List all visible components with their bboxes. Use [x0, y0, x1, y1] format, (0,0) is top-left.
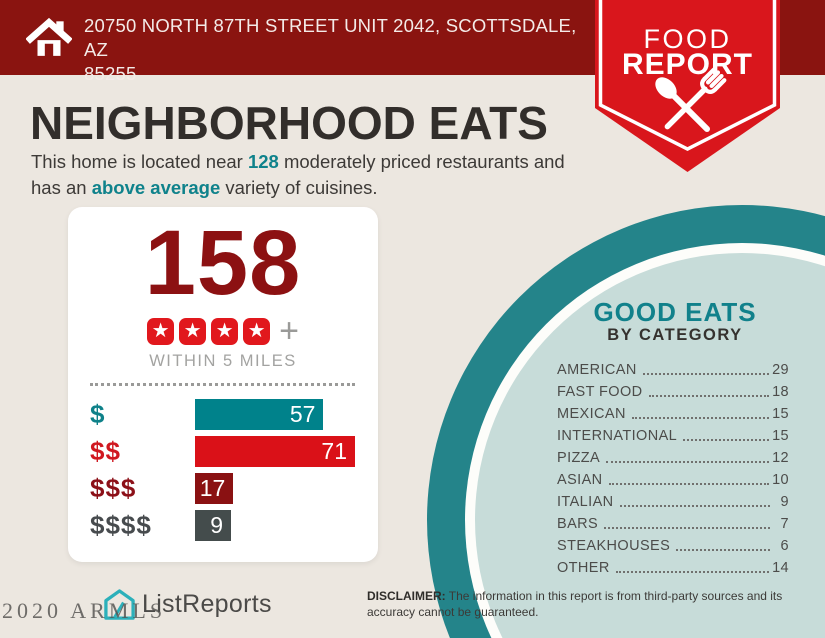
category-list: AMERICAN 29 FAST FOOD 18 MEXICAN 15 INTERNATIO… [557, 356, 789, 576]
price-bar-row: $$ 71 [90, 436, 378, 467]
category-row: BARS 7 [557, 510, 789, 532]
category-value: 10 [772, 472, 789, 488]
category-value: 14 [772, 560, 789, 576]
category-label: AMERICAN [557, 362, 637, 378]
category-label: STEAKHOUSES [557, 538, 671, 554]
price-level-label: $$$$ [90, 510, 152, 540]
fork-spoon-icon [655, 67, 727, 132]
property-address: 20750 NORTH 87TH STREET UNIT 2042, SCOTT… [84, 14, 584, 86]
radius-label: WITHIN 5 MILES [149, 352, 297, 370]
page-title: NEIGHBORHOOD EATS [30, 97, 548, 149]
category-row: OTHER 14 [557, 554, 789, 576]
category-panel-subtitle: BY CATEGORY [607, 326, 743, 344]
category-label: BARS [557, 516, 599, 532]
price-bar: 71 [195, 436, 355, 467]
price-bar: 17 [195, 473, 234, 504]
category-row: INTERNATIONAL 15 [557, 422, 789, 444]
price-bar-row: $$$$ 9 [90, 510, 378, 541]
price-bar: 57 [195, 399, 324, 430]
category-label: MEXICAN [557, 406, 626, 422]
price-bar-value: 9 [210, 512, 223, 538]
badge-ribbon-shape [595, 0, 780, 172]
dotted-leader [642, 373, 770, 375]
category-value: 15 [772, 428, 789, 444]
badge-title-line1: FOOD [643, 24, 732, 54]
house-icon [26, 17, 72, 56]
category-value: 29 [772, 362, 789, 378]
listreports-logo: ListReports [103, 588, 272, 621]
category-label: PIZZA [557, 450, 601, 466]
category-value: 12 [772, 450, 789, 466]
price-bar-chart: $57 $$ 71 $$$ 17 $$$$ 9 [68, 399, 378, 541]
category-panel-title: GOOD EATS [593, 297, 757, 327]
dotted-leader [606, 461, 770, 463]
armls-watermark: 2020 ARMLS [2, 598, 167, 623]
category-row: AMERICAN 29 [557, 356, 789, 378]
star-rating: ★ ★ ★ ★ + [68, 311, 378, 350]
category-value: 15 [772, 406, 789, 422]
category-value: 9 [780, 494, 789, 510]
price-level-label: $$$ [90, 473, 137, 503]
card-divider [90, 383, 355, 386]
above-average-highlight: above average [91, 177, 221, 198]
dotted-leader [631, 417, 770, 419]
price-bar-value: 57 [289, 401, 316, 427]
category-row: FAST FOOD 18 [557, 378, 789, 400]
dotted-leader [615, 571, 770, 573]
dotted-leader [676, 549, 770, 551]
category-value: 6 [780, 538, 789, 554]
star-icon: ★ [147, 317, 175, 345]
address-line2: 85255 [84, 63, 137, 84]
star-icon: ★ [211, 317, 239, 345]
intro-prefix: This home is located near [31, 151, 248, 172]
category-row: PIZZA 12 [557, 444, 789, 466]
disclaimer-line2: accuracy cannot be guaranteed. [367, 604, 539, 619]
address-line1: 20750 NORTH 87TH STREET UNIT 2042, SCOTT… [84, 15, 577, 60]
dotted-leader [648, 395, 770, 397]
category-label: INTERNATIONAL [557, 428, 678, 444]
dotted-leader [604, 527, 770, 529]
category-row: ASIAN 10 [557, 466, 789, 488]
price-bar-value: 17 [199, 475, 226, 501]
star-icon: ★ [243, 317, 271, 345]
dotted-leader [608, 483, 770, 485]
listreports-logo-text: ListReports [142, 590, 272, 618]
restaurant-total-count: 158 [144, 212, 302, 314]
intro-mid2: has an [31, 177, 92, 198]
listreports-house-icon [104, 589, 135, 620]
disclaimer: DISCLAIMER: The information in this repo… [367, 589, 807, 620]
intro-suffix: variety of cuisines. [220, 177, 378, 198]
category-label: FAST FOOD [557, 384, 643, 400]
intro-mid1: moderately priced restaurants and [278, 151, 565, 172]
price-bar-row: $57 [90, 399, 378, 430]
disclaimer-line1: The information in this report is from t… [448, 589, 783, 603]
restaurant-count-highlight: 128 [247, 151, 279, 172]
price-bar: 9 [195, 510, 231, 541]
price-level-label: $ [90, 399, 106, 429]
badge-title-line2: REPORT [621, 48, 753, 81]
disclaimer-label: DISCLAIMER: [367, 589, 446, 603]
dotted-leader [683, 439, 770, 441]
category-row: MEXICAN 15 [557, 400, 789, 422]
category-row: ITALIAN 9 [557, 488, 789, 510]
category-label: OTHER [557, 560, 610, 576]
price-level-label: $$ [90, 436, 121, 466]
price-bar-value: 71 [321, 438, 347, 464]
summary-card: 158 ★ ★ ★ ★ + WITHIN 5 MILES $57 $$ 71 $$$ 17 $$$… [68, 207, 378, 562]
category-label: ASIAN [557, 472, 603, 488]
dotted-leader [619, 505, 770, 507]
category-value: 18 [772, 384, 789, 400]
food-report-badge: FOOD REPORT [595, 0, 780, 173]
star-icon: ★ [179, 317, 207, 345]
category-label: ITALIAN [557, 494, 614, 510]
plus-icon: + [279, 311, 299, 350]
category-value: 7 [780, 516, 789, 532]
category-row: STEAKHOUSES 6 [557, 532, 789, 554]
price-bar-row: $$$ 17 [90, 473, 378, 504]
intro-text: This home is located near 128 moderately… [31, 149, 631, 201]
